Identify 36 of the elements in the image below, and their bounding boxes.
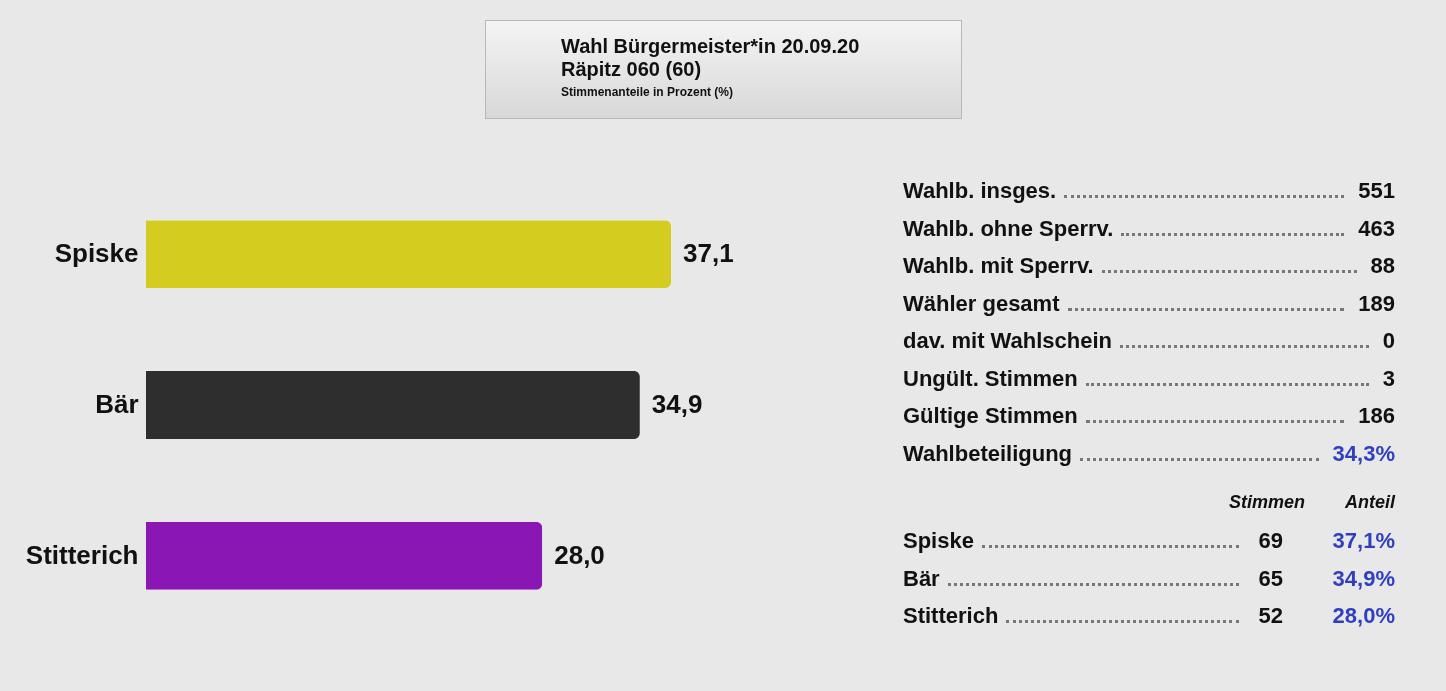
y-tick-label: Spiske <box>54 238 139 269</box>
y-tick-label: Bär <box>95 389 139 419</box>
text: Gültige Stimmen <box>903 403 1078 429</box>
text: Wähler gesamt <box>903 290 1060 317</box>
text: Stimmen <box>1228 492 1305 514</box>
chart-subtitle: Räpitz 060 (60) <box>561 58 703 81</box>
text: Bär <box>903 565 940 592</box>
text: Wahlb. insges. <box>903 178 1057 204</box>
data-label: 37,1 <box>683 238 734 269</box>
data-label: 34,9 <box>651 389 703 419</box>
text: Wahlb. mit Sperrv. <box>903 253 1094 279</box>
text: Wahlbeteiligung <box>903 440 1073 467</box>
text: 3 <box>1382 365 1395 392</box>
text: Wahlb. ohne Sperrv. <box>903 215 1114 242</box>
text: Stitterich <box>903 603 999 629</box>
text: 28,0% <box>1331 603 1395 629</box>
text: 186 <box>1358 403 1395 429</box>
text: dav. mit Wahlschein <box>903 328 1113 354</box>
text: 34,9% <box>1331 565 1395 592</box>
text: 69 <box>1258 528 1283 554</box>
text: 463 <box>1358 215 1395 242</box>
text: 65 <box>1258 565 1283 592</box>
chart-title: Wahl Bürgermeister*in 20.09.20 <box>561 35 861 58</box>
y-tick-label: Stitterich <box>25 539 139 570</box>
text: Ungült. Stimmen <box>903 365 1078 392</box>
text: Spiske <box>903 528 974 554</box>
text: 88 <box>1370 253 1395 279</box>
text: 551 <box>1358 178 1395 204</box>
text: 37,1% <box>1331 528 1395 554</box>
data-label: 28,0 <box>554 539 605 570</box>
text: 0 <box>1382 328 1395 354</box>
text: 189 <box>1358 290 1395 317</box>
text: 34,3% <box>1332 440 1395 467</box>
text: Stimmenanteile in Prozent (%) <box>561 85 735 99</box>
text: 52 <box>1258 603 1283 629</box>
text: Anteil <box>1344 492 1395 514</box>
